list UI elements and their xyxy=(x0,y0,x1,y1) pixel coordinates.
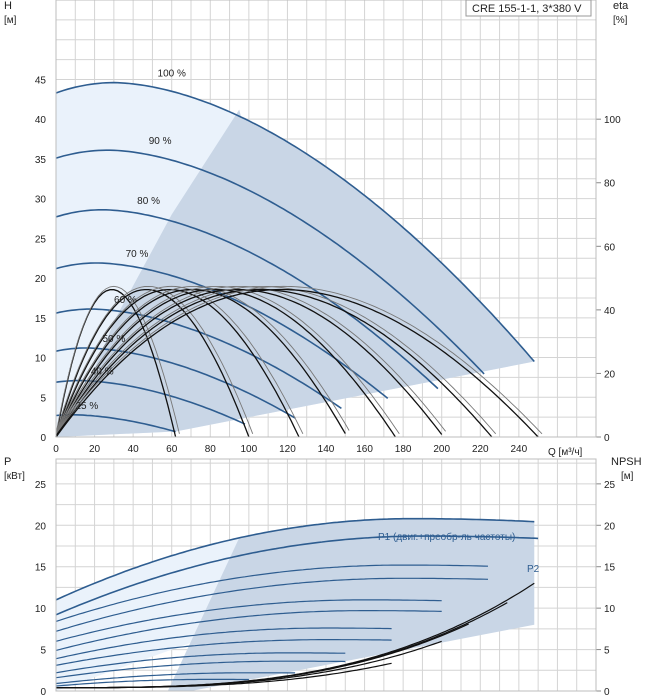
bottom-y2-tick-label: 20 xyxy=(604,521,616,532)
x-axis-unit-label: Q [м³/ч] xyxy=(548,447,583,458)
top-x-tick-label: 140 xyxy=(318,444,335,455)
top-x-tick-label: 200 xyxy=(433,444,450,455)
efficiency-curve xyxy=(55,285,180,434)
top-x-tick-label: 40 xyxy=(128,444,140,455)
head-curve xyxy=(55,81,535,363)
speed-label: 80 % xyxy=(137,196,160,207)
top-x-tick-label: 240 xyxy=(511,444,528,455)
p2-series-label: P2 xyxy=(527,564,540,575)
bottom-y2-tick-label: 5 xyxy=(604,646,610,657)
efficiency-curve xyxy=(55,285,497,435)
power-curve xyxy=(55,652,346,674)
top-right-axis-title: eta xyxy=(613,0,629,12)
top-y-tick-label: 0 xyxy=(40,433,46,444)
head-curve xyxy=(55,149,485,375)
power-curve xyxy=(55,627,392,660)
bottom-y-tick-label: 5 xyxy=(40,646,46,657)
speed-label: 25 % xyxy=(75,401,98,412)
p1-power-curve xyxy=(55,517,535,601)
efficiency-curve xyxy=(55,288,300,438)
top-right-axis-unit: [%] xyxy=(613,15,628,26)
p2-power-curve xyxy=(55,535,539,616)
bottom-y-tick-label: 0 xyxy=(40,687,46,698)
top-y-tick-label: 20 xyxy=(35,274,47,285)
head-curve xyxy=(55,379,246,425)
top-y2-tick-label: 60 xyxy=(604,242,616,253)
top-y-tick-label: 40 xyxy=(35,115,47,126)
head-curve xyxy=(55,209,439,390)
speed-label: 40 % xyxy=(91,367,114,378)
p1-series-label: P1 (двиг.+преобр-ль частоты) xyxy=(378,531,515,543)
top-y-tick-label: 25 xyxy=(35,234,47,245)
bottom-y-tick-label: 10 xyxy=(35,604,47,615)
bottom-y-tick-label: 20 xyxy=(35,521,47,532)
speed-label: 90 % xyxy=(149,136,172,147)
power-curve xyxy=(55,678,249,687)
efficiency-curve xyxy=(55,285,350,434)
top-y2-tick-label: 80 xyxy=(604,179,616,190)
top-x-tick-label: 0 xyxy=(53,444,59,455)
bottom-y2-tick-label: 10 xyxy=(604,604,616,615)
model-label: CRE 155-1-1, 3*380 V xyxy=(472,3,582,15)
power-curve xyxy=(55,672,296,685)
bottom-y-tick-label: 25 xyxy=(35,480,47,491)
power-curve xyxy=(55,660,346,679)
top-left-axis-unit: [м] xyxy=(4,15,17,26)
speed-label: 100 % xyxy=(158,69,186,80)
speed-label: 50 % xyxy=(102,334,125,345)
bottom-chart-frame xyxy=(55,458,597,692)
bottom-y2-tick-label: 15 xyxy=(604,563,616,574)
bottom-right-axis-unit: [м] xyxy=(621,471,634,482)
top-y2-tick-label: 0 xyxy=(604,433,610,444)
head-curve xyxy=(55,414,176,433)
labels-layer: 0 20 40 60 80 100 120 140 160 180 200 220 2400510152… xyxy=(35,69,621,698)
curves-layer xyxy=(55,81,543,689)
top-y-tick-label: 10 xyxy=(35,354,47,365)
speed-label: 70 % xyxy=(126,249,149,260)
bottom-left-axis-unit: [кВт] xyxy=(4,471,25,482)
top-y2-tick-label: 40 xyxy=(604,306,616,317)
top-x-tick-label: 160 xyxy=(356,444,373,455)
top-y2-tick-label: 100 xyxy=(604,115,621,126)
npsh-curve xyxy=(56,582,535,689)
bottom-right-axis-title: NPSH xyxy=(611,456,642,468)
bottom-y-tick-label: 15 xyxy=(35,563,47,574)
efficiency-curve xyxy=(55,285,543,435)
top-y-tick-label: 15 xyxy=(35,314,47,325)
operating-areas xyxy=(56,82,535,691)
power-curve xyxy=(55,639,392,666)
top-x-tick-label: 60 xyxy=(166,444,178,455)
top-x-tick-label: 180 xyxy=(395,444,412,455)
top-chart-frame xyxy=(55,0,597,438)
speed-label: 60 % xyxy=(114,295,137,306)
model-label-box xyxy=(465,0,592,17)
power-curve xyxy=(55,577,489,632)
bottom-operating-area xyxy=(167,518,535,691)
top-y-tick-label: 5 xyxy=(40,393,46,404)
top-y2-tick-label: 20 xyxy=(604,369,616,380)
bottom-left-axis-title: P xyxy=(4,456,11,468)
top-y-tick-label: 35 xyxy=(35,155,47,166)
top-y-tick-label: 45 xyxy=(35,75,47,86)
bottom-y2-tick-label: 0 xyxy=(604,687,610,698)
top-x-tick-label: 120 xyxy=(279,444,296,455)
top-x-tick-label: 220 xyxy=(472,444,489,455)
top-operating-area xyxy=(56,109,535,437)
power-curve xyxy=(55,610,442,651)
efficiency-curve xyxy=(55,285,254,434)
top-left-axis-title: H xyxy=(4,0,12,12)
top-x-tick-label: 100 xyxy=(241,444,258,455)
bottom-y2-tick-label: 25 xyxy=(604,480,616,491)
top-x-tick-label: 20 xyxy=(89,444,101,455)
top-y-tick-label: 30 xyxy=(35,195,47,206)
power-curve xyxy=(55,599,442,642)
efficiency-curve xyxy=(55,285,304,434)
efficiency-curve xyxy=(55,288,539,438)
top-x-tick-label: 80 xyxy=(205,444,217,455)
power-curve xyxy=(55,564,489,622)
